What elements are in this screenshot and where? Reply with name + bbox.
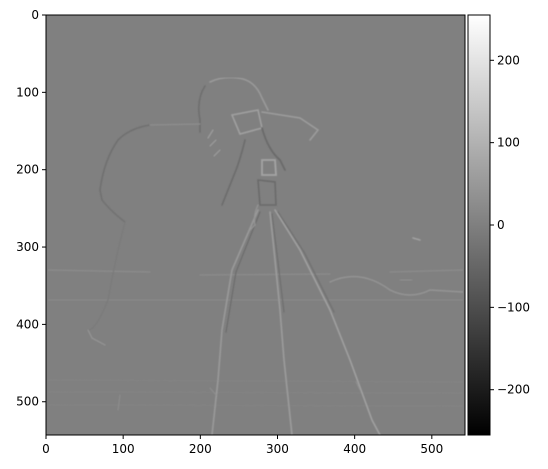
x-tick-label: 500 — [420, 442, 443, 456]
x-tick-label: 200 — [189, 442, 212, 456]
y-tick-label: 300 — [16, 240, 39, 254]
y-axis: 0 100 200 300 400 500 — [16, 8, 46, 409]
colorbar-tick-label: 100 — [497, 136, 520, 150]
x-tick-label: 100 — [112, 442, 135, 456]
x-tick-label: 0 — [42, 442, 50, 456]
heatmap-image — [45, 14, 466, 436]
colorbar-tick-label: 200 — [497, 53, 520, 67]
colorbar: −200 −100 0 100 200 — [467, 14, 530, 436]
y-tick-label: 500 — [16, 395, 39, 409]
x-axis: 0 100 200 300 400 500 — [42, 435, 443, 456]
y-tick-label: 100 — [16, 85, 39, 99]
heatmap-frame — [45, 14, 466, 436]
colorbar-tick-label: −100 — [497, 300, 530, 314]
x-tick-label: 300 — [266, 442, 289, 456]
y-tick-label: 400 — [16, 317, 39, 331]
y-tick-label: 200 — [16, 163, 39, 177]
x-tick-label: 400 — [343, 442, 366, 456]
y-tick-label: 0 — [31, 8, 39, 22]
colorbar-axis: −200 −100 0 100 200 — [490, 53, 530, 397]
colorbar-tick-label: 0 — [497, 218, 505, 232]
heatmap-edge-strokes — [47, 76, 464, 436]
colorbar-gradient — [467, 14, 491, 436]
colorbar-tick-label: −200 — [497, 383, 530, 397]
